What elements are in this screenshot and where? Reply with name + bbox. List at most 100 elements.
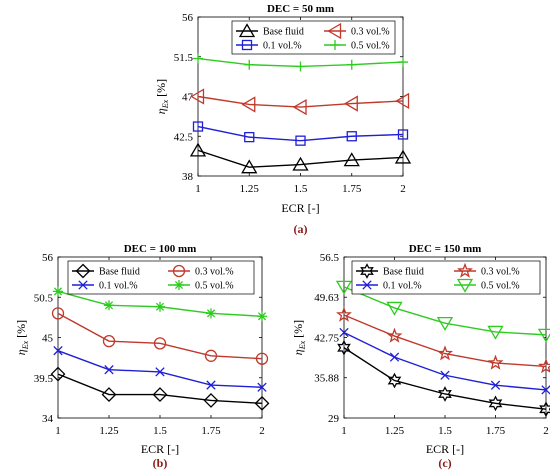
x-tick-label: 1.75: [201, 425, 221, 437]
chart-title: DEC = 150 mm: [409, 243, 482, 255]
x-tick-label: 1.25: [99, 425, 119, 437]
chart-panel-0: DEC = 50 mm 1 1.25 1.5 1.75 2 38 42.5 47 51.5 56 EC…: [154, 3, 412, 236]
data-point-marker: [53, 346, 63, 356]
data-point-marker: [346, 131, 357, 142]
series-line: [343, 347, 547, 410]
x-tick-label: 1: [55, 425, 61, 437]
y-tick-label: 56: [182, 12, 194, 24]
data-point-marker: [436, 317, 454, 331]
x-tick-label: 1.5: [438, 425, 452, 437]
data-point-marker: [244, 59, 255, 70]
x-tick-label: 1.75: [486, 425, 506, 437]
y-axis-label: ηEx [%]: [154, 79, 170, 114]
x-tick-label: 1.25: [385, 425, 405, 437]
series-1: [190, 88, 410, 116]
data-point-marker: [487, 354, 504, 370]
x-tick-label: 2: [400, 183, 406, 195]
data-point-marker: [343, 152, 360, 167]
data-point-marker: [189, 142, 207, 157]
legend-marker: [457, 262, 473, 278]
y-tick-label: 56.5: [320, 252, 340, 264]
y-tick-label: 42.75: [314, 333, 339, 345]
legend-label: 0.5 vol.%: [351, 41, 390, 52]
data-point-marker: [203, 393, 219, 408]
legend-label: 0.1 vol.%: [99, 281, 138, 292]
data-point-marker: [389, 352, 400, 362]
x-tick-label: 1: [341, 425, 347, 437]
data-point-marker: [538, 358, 550, 374]
data-point-marker: [339, 327, 349, 338]
data-point-marker: [387, 372, 402, 389]
data-point-marker: [241, 96, 256, 113]
data-point-marker: [346, 59, 357, 70]
data-point-marker: [295, 135, 306, 146]
series-3: [53, 286, 267, 322]
y-tick-label: 38: [182, 171, 194, 183]
data-point-marker: [152, 387, 168, 403]
x-tick-label: 1.5: [294, 183, 308, 195]
data-point-marker: [204, 349, 218, 362]
data-point-marker: [206, 380, 216, 390]
y-tick-label: 29: [328, 413, 340, 425]
series-line: [57, 373, 263, 405]
panel-label: (a): [294, 222, 308, 236]
x-tick-label: 1.5: [153, 425, 167, 437]
series-line: [197, 149, 404, 168]
y-tick-label: 49.63: [314, 292, 339, 304]
legend: Base fluid 0.3 vol.% 0.1 vol.% 0.5 vol.%: [67, 260, 255, 295]
data-point-marker: [541, 385, 550, 395]
y-tick-label: 34: [42, 413, 54, 425]
data-point-marker: [53, 286, 63, 297]
data-point-marker: [539, 401, 550, 418]
chart-title: DEC = 50 mm: [267, 3, 334, 15]
panel-label: (c): [438, 456, 451, 470]
series-1: [336, 306, 550, 374]
series-0: [189, 142, 412, 174]
y-tick-label: 45: [42, 333, 54, 345]
series-line: [343, 314, 547, 368]
legend-label: 0.3 vol.%: [481, 267, 520, 278]
series-2: [339, 327, 550, 395]
data-point-marker: [192, 121, 204, 132]
legend-marker: [174, 280, 184, 290]
legend-label: 0.3 vol.%: [195, 267, 234, 278]
panel-label: (b): [153, 456, 168, 470]
data-point-marker: [155, 301, 165, 312]
legend-box: [231, 20, 396, 55]
x-axis-label: ECR [-]: [141, 442, 179, 456]
data-point-marker: [190, 88, 205, 105]
legend-marker: [330, 40, 340, 50]
x-tick-label: 2: [543, 425, 549, 437]
legend-marker: [456, 278, 474, 293]
data-point-marker: [487, 325, 504, 340]
data-point-marker: [193, 53, 203, 64]
legend-label: 0.5 vol.%: [481, 281, 520, 292]
y-tick-label: 51.5: [174, 52, 194, 64]
data-point-marker: [438, 386, 452, 402]
data-point-marker: [336, 306, 352, 322]
chart-panel-2: DEC = 150 mm 1 1.25 1.5 1.75 2 29 35.88 42.75 49.…: [291, 243, 550, 470]
legend-box: [351, 260, 541, 295]
x-tick-label: 2: [259, 425, 265, 437]
y-tick-label: 42.5: [174, 131, 194, 143]
data-point-marker: [335, 280, 353, 295]
legend-label: Base fluid: [99, 267, 140, 278]
legend-box: [67, 260, 255, 295]
legend-marker: [241, 39, 253, 51]
series-1: [51, 307, 269, 365]
data-point-marker: [343, 95, 358, 112]
y-axis-label: ηEx [%]: [14, 320, 30, 355]
series-2: [53, 346, 267, 392]
chart-panel-1: DEC = 100 mm 1 1.25 1.5 1.75 2 34 39.5 45 50.5 56 E…: [14, 243, 270, 470]
data-point-marker: [398, 57, 408, 68]
data-point-marker: [440, 370, 450, 380]
legend-label: 0.1 vol.%: [383, 281, 422, 292]
x-tick-label: 1: [195, 183, 201, 195]
series-line: [57, 312, 263, 360]
legend-marker: [172, 264, 186, 278]
series-0: [337, 339, 550, 418]
series-line: [197, 125, 404, 142]
data-point-marker: [337, 339, 351, 356]
data-point-marker: [295, 61, 306, 72]
